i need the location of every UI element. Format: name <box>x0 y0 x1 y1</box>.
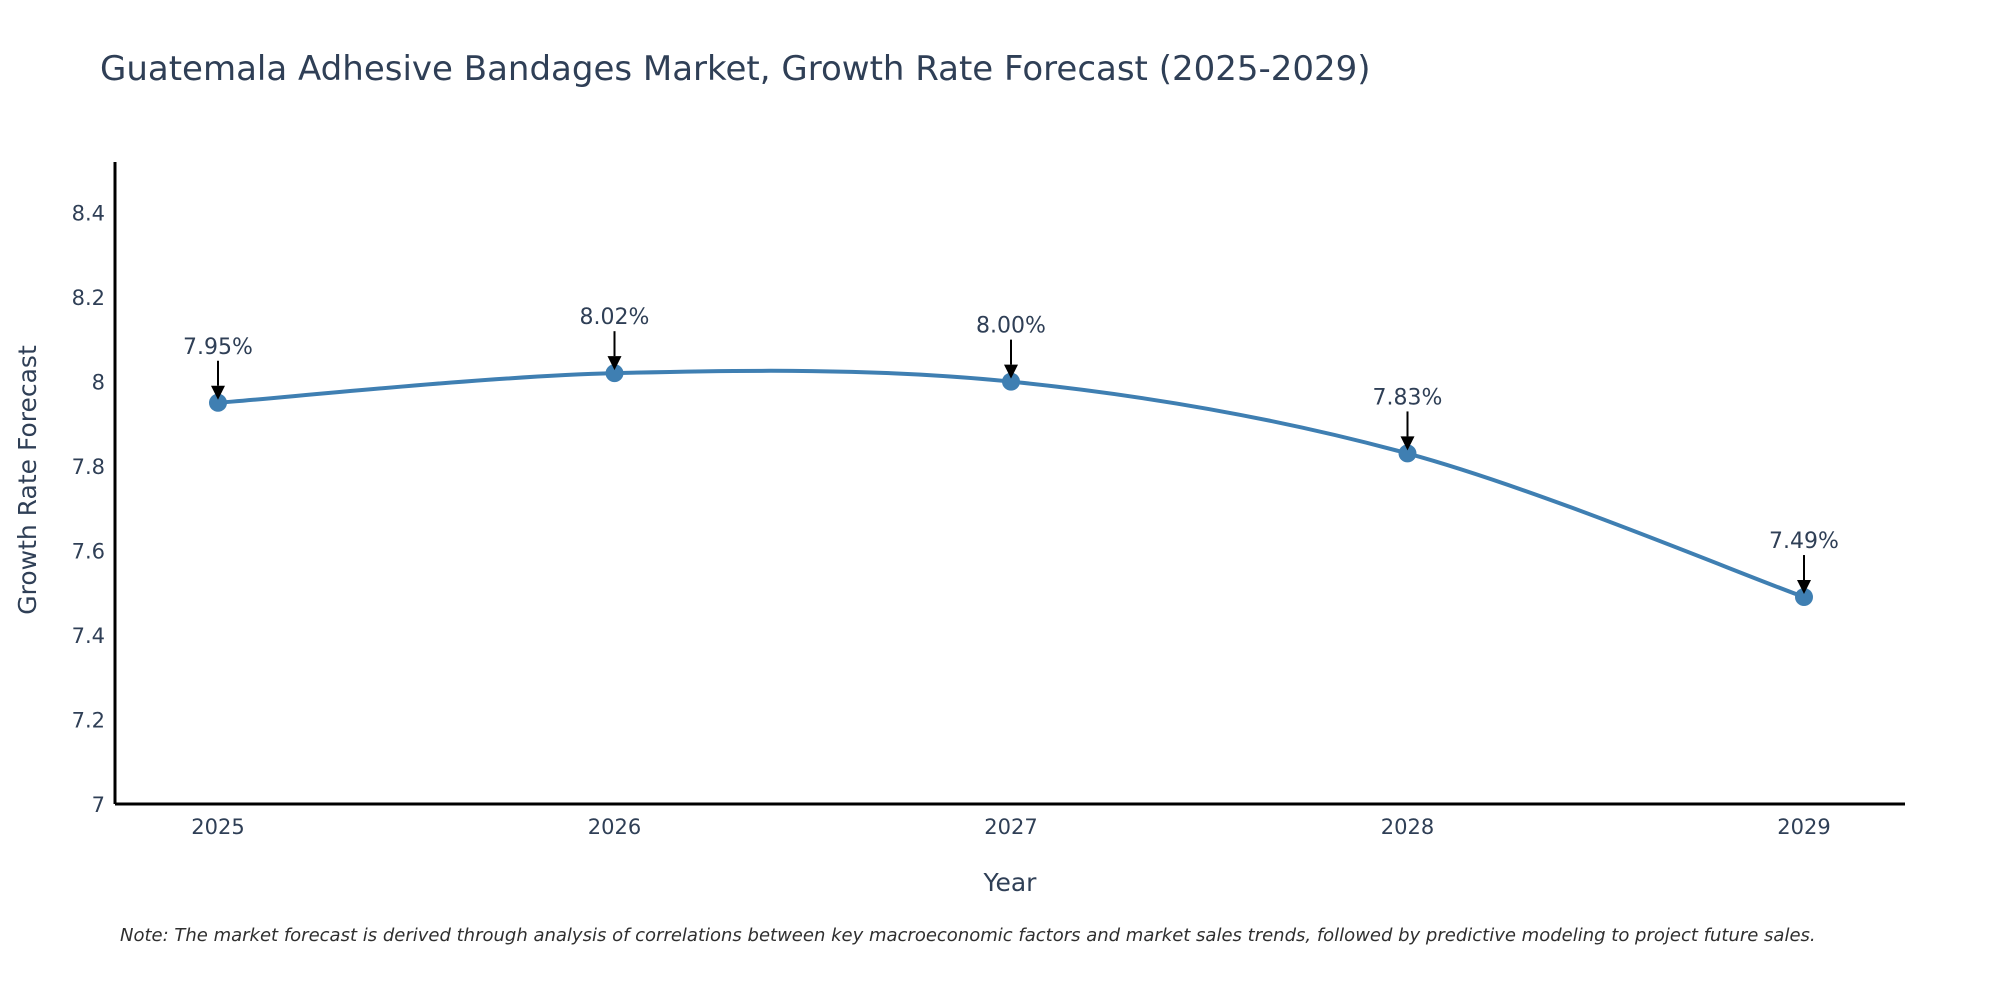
x-tick-label: 2026 <box>588 815 641 839</box>
y-tick-label: 7.2 <box>72 709 105 733</box>
data-point-marker <box>1002 372 1020 391</box>
y-tick-label: 8 <box>92 371 105 395</box>
y-tick-label: 8.4 <box>72 202 105 226</box>
annotation-arrow-head <box>1400 436 1415 451</box>
y-tick-label: 8.2 <box>72 286 105 310</box>
data-annotations: 7.95% 8.02% 8.00% 7.83% 7.49% <box>183 305 1839 595</box>
y-axis-title: Growth Rate Forecast <box>13 345 42 615</box>
annotation-arrow-head <box>607 356 622 371</box>
annotation-arrow-head <box>211 385 225 400</box>
x-axis-title: Year <box>983 868 1038 897</box>
x-axis-ticks: 2025 2026 2027 2028 2029 <box>191 815 1830 839</box>
data-label: 8.02% <box>580 305 650 330</box>
y-tick-label: 7.4 <box>72 624 105 648</box>
data-point-marker <box>605 364 624 383</box>
series-markers <box>209 364 1813 607</box>
y-tick-label: 7 <box>92 793 105 817</box>
forecast-note: Note: The market forecast is derived thr… <box>120 925 1816 946</box>
data-point-marker <box>1398 444 1417 463</box>
annotation-arrow-head <box>1004 364 1018 379</box>
annotation-arrow-head <box>1797 580 1811 595</box>
y-tick-label: 7.6 <box>72 540 105 564</box>
y-tick-label: 7.8 <box>72 455 105 479</box>
chart-title: Guatemala Adhesive Bandages Market, Grow… <box>100 49 1371 89</box>
y-axis-ticks: 7 7.2 7.4 7.6 7.8 8 8.2 8.4 <box>72 202 105 817</box>
data-point-marker <box>209 393 227 412</box>
data-label: 7.95% <box>183 335 253 360</box>
data-point-marker <box>1795 588 1813 607</box>
series-line <box>217 368 1805 599</box>
x-tick-label: 2028 <box>1381 815 1434 839</box>
x-tick-label: 2029 <box>1777 815 1830 839</box>
x-tick-label: 2025 <box>191 815 244 839</box>
data-label: 7.49% <box>1769 529 1839 554</box>
x-tick-label: 2027 <box>984 815 1037 839</box>
data-label: 8.00% <box>976 314 1046 339</box>
plot-area: 77.27.47.67.888.28.4 2025 2026 2027 2028 202… <box>72 162 1905 839</box>
data-label: 7.83% <box>1373 385 1443 410</box>
